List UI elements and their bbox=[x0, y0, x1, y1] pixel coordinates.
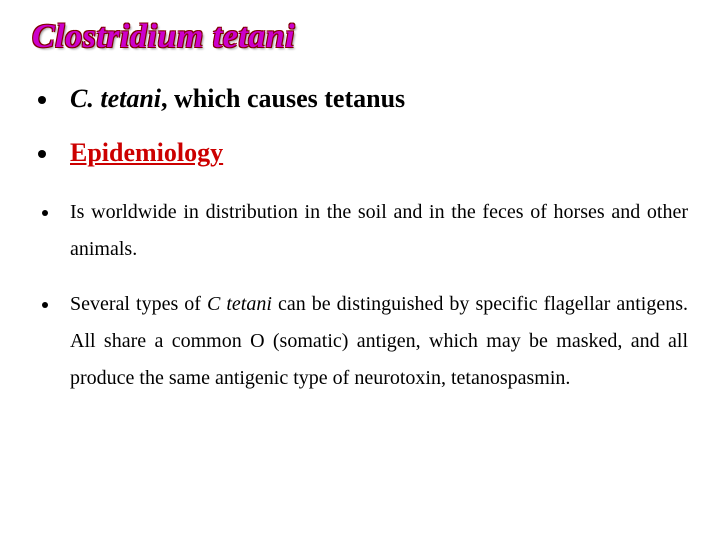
epidemiology-heading: Epidemiology bbox=[70, 138, 223, 167]
italic-species: C tetani bbox=[207, 293, 272, 315]
bullet-ctetani: C. tetani, which causes tetanus bbox=[60, 84, 688, 114]
bullet-text: , which causes tetanus bbox=[161, 84, 405, 113]
bullet-epidemiology: Epidemiology bbox=[60, 138, 688, 168]
slide-title: Clostridium tetani bbox=[32, 18, 688, 56]
italic-term: C. tetani bbox=[70, 84, 161, 113]
sub-bullet-types: Several types of C tetani can be disting… bbox=[60, 286, 688, 397]
main-bullet-list: C. tetani, which causes tetanus Epidemio… bbox=[60, 84, 688, 168]
sub-bullet-distribution: Is worldwide in distribution in the soil… bbox=[60, 194, 688, 268]
sub-bullet-list: Is worldwide in distribution in the soil… bbox=[60, 194, 688, 397]
text-segment: Several types of bbox=[70, 293, 207, 315]
